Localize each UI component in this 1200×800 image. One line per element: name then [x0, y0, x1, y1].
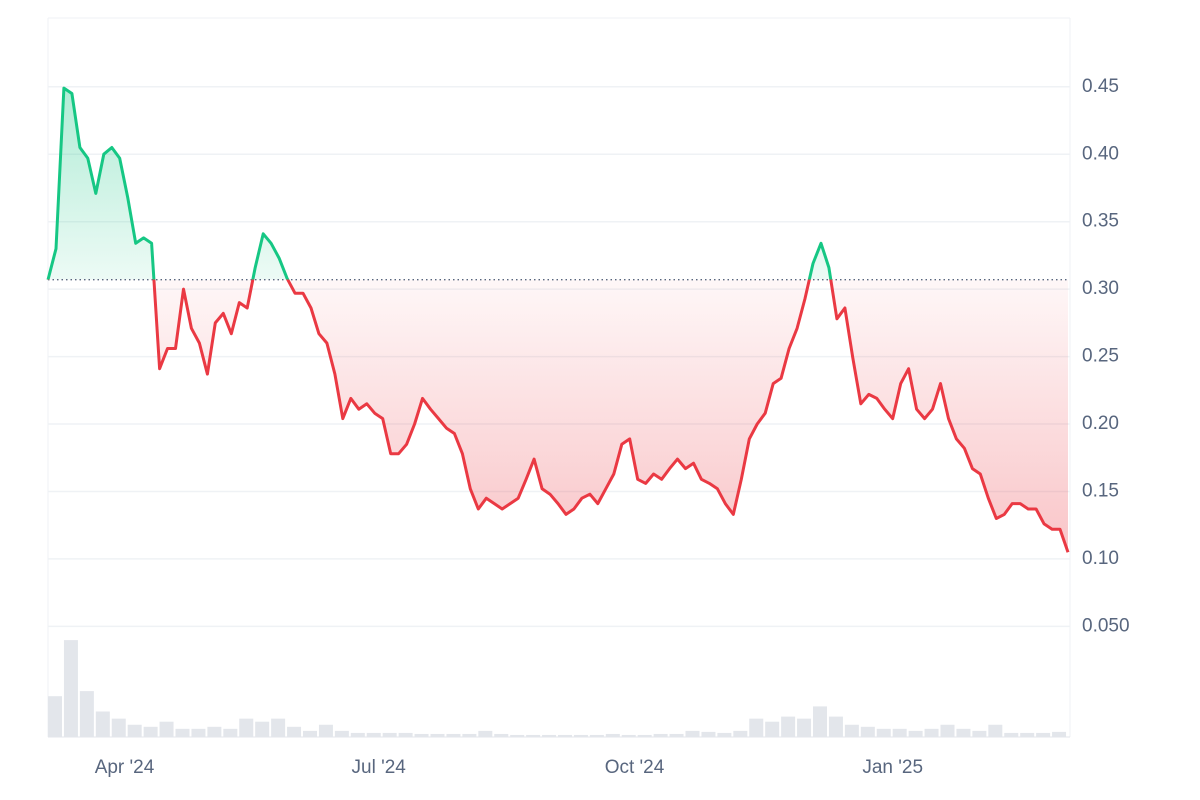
volume-bar	[653, 733, 668, 737]
volume-bar	[669, 733, 684, 737]
volume-bar	[334, 730, 349, 737]
y-tick-label: 0.050	[1082, 615, 1130, 636]
volume-bar	[159, 721, 174, 737]
volume-bar	[1052, 731, 1067, 737]
x-tick-label: Jan '25	[862, 757, 923, 778]
volume-bar	[510, 734, 525, 737]
volume-bar	[892, 728, 907, 737]
volume-bar	[542, 734, 557, 737]
volume-bar	[589, 734, 604, 737]
volume-bar	[111, 718, 126, 737]
volume-bar	[605, 733, 620, 737]
volume-bar	[223, 728, 238, 737]
y-tick-label: 0.45	[1082, 76, 1119, 97]
volume-bar	[685, 730, 700, 737]
volume-bar	[828, 716, 843, 737]
volume-bar	[876, 728, 891, 737]
volume-bar	[191, 728, 206, 737]
x-tick-label: Jul '24	[352, 757, 407, 778]
volume-bar	[701, 731, 716, 737]
volume-bar	[127, 724, 142, 737]
volume-bar	[637, 734, 652, 737]
volume-bar	[63, 640, 78, 737]
volume-bar	[765, 721, 780, 737]
y-tick-label: 0.10	[1082, 548, 1119, 569]
volume-bar	[255, 721, 270, 737]
volume-bar	[781, 716, 796, 737]
volume-bar	[79, 691, 94, 737]
volume-bar	[733, 730, 748, 737]
y-tick-label: 0.35	[1082, 211, 1119, 232]
volume-bar	[350, 732, 365, 737]
volume-bar	[860, 726, 875, 737]
volume-bar	[1020, 732, 1035, 737]
volume-bar	[573, 734, 588, 737]
volume-bar	[414, 733, 429, 737]
volume-bar	[287, 726, 302, 737]
y-tick-label: 0.30	[1082, 278, 1119, 299]
volume-bar	[430, 733, 445, 737]
y-tick-label: 0.20	[1082, 413, 1119, 434]
volume-bar	[972, 730, 987, 737]
volume-bar	[797, 718, 812, 737]
volume-bar	[143, 726, 158, 737]
volume-bar	[382, 732, 397, 737]
volume-bar	[175, 728, 190, 737]
volume-bar	[558, 734, 572, 737]
volume-bar	[398, 732, 413, 737]
volume-bar	[366, 732, 381, 737]
volume-bar	[749, 718, 764, 737]
volume-bar	[303, 730, 317, 737]
y-tick-label: 0.15	[1082, 481, 1119, 502]
price-area	[48, 88, 1068, 553]
volume-bar	[478, 730, 493, 737]
volume-bar	[526, 734, 541, 737]
volume-bar	[1004, 732, 1019, 737]
volume-bar	[1036, 732, 1051, 737]
volume-bar	[844, 724, 859, 737]
volume-bar	[621, 734, 636, 737]
y-tick-label: 0.40	[1082, 143, 1119, 164]
volume-bar	[207, 726, 222, 737]
price-line	[46, 86, 1070, 553]
volume-bar	[239, 718, 254, 737]
volume-bar	[271, 718, 286, 737]
volume-bar	[494, 733, 509, 737]
volume-bar	[813, 706, 827, 737]
volume-bar	[924, 728, 939, 737]
volume-bar	[446, 733, 461, 737]
volume-bar	[956, 728, 971, 737]
x-tick-label: Apr '24	[95, 757, 155, 778]
y-tick-label: 0.25	[1082, 346, 1119, 367]
volume-bar	[988, 724, 1003, 737]
volume-bar	[940, 724, 955, 737]
volume-bar	[48, 696, 62, 737]
volume-bar	[95, 711, 110, 737]
volume-bar	[717, 732, 732, 737]
volume-bar	[462, 733, 477, 737]
x-tick-label: Oct '24	[605, 757, 665, 778]
volume-bar	[908, 730, 923, 737]
volume-bar	[318, 724, 333, 737]
